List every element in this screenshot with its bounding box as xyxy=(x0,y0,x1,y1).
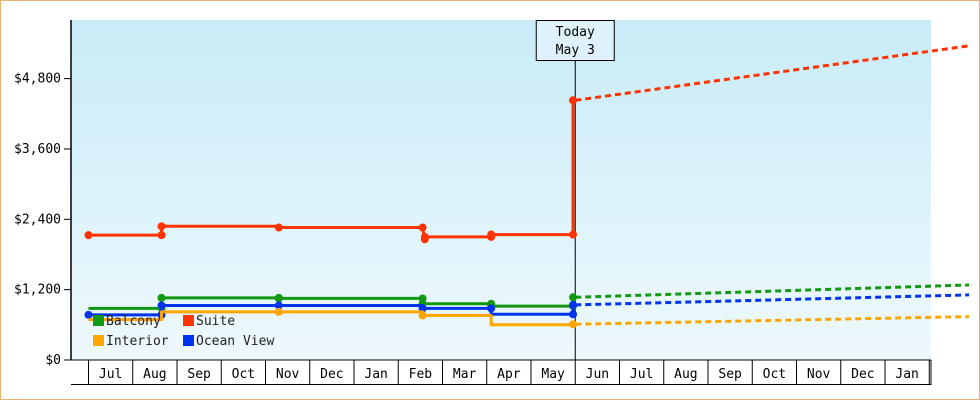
series-point-2 xyxy=(157,301,166,310)
x-tick-label: Oct xyxy=(232,367,255,382)
series-point-2 xyxy=(274,301,283,310)
x-tick-label: Feb xyxy=(409,367,433,382)
series-point-3 xyxy=(418,311,427,320)
x-tick-label: Dec xyxy=(320,367,343,382)
series-point-0 xyxy=(418,223,427,232)
plot-area xyxy=(71,20,931,360)
today-date: May 3 xyxy=(556,43,595,58)
series-lines xyxy=(84,44,970,329)
y-tick-label: $2,400 xyxy=(14,212,61,227)
series-point-0 xyxy=(420,232,429,241)
legend-swatch xyxy=(183,315,194,326)
series-point-1 xyxy=(274,294,283,303)
series-point-3 xyxy=(274,307,283,316)
legend-swatch xyxy=(93,315,104,326)
axes: $0 $1,200 $2,400 $3,600 $4,800 Jul Aug Sep Oct No… xyxy=(14,20,932,385)
series-point-2 xyxy=(487,304,496,313)
legend-label: Suite xyxy=(196,314,235,329)
y-tick-label: $0 xyxy=(45,353,61,368)
legend: Balcony Suite Interior Ocean View xyxy=(93,314,274,349)
x-tick-label: Jan xyxy=(895,367,918,382)
series-forecast-2 xyxy=(575,293,970,307)
y-tick-label: $4,800 xyxy=(14,72,61,87)
series-point-0 xyxy=(84,231,93,240)
x-tick-label: Jan xyxy=(364,367,387,382)
legend-label: Ocean View xyxy=(196,334,274,349)
series-point-0 xyxy=(487,230,496,239)
x-tick-label: Sep xyxy=(187,367,211,382)
x-tick-label: Nov xyxy=(807,367,831,382)
series-point-0 xyxy=(569,230,578,239)
x-tick-label: Jul xyxy=(99,367,122,382)
today-box xyxy=(535,20,615,61)
series-point-0 xyxy=(569,96,578,105)
x-tick-label: Aug xyxy=(143,367,166,382)
x-tick-label: Aug xyxy=(674,367,697,382)
series-forecast-1 xyxy=(575,283,970,299)
today-marker: Today May 3 xyxy=(535,20,615,360)
series-forecast-3 xyxy=(575,315,970,326)
x-tick-label: Apr xyxy=(497,367,521,382)
today-label: Today xyxy=(556,25,595,40)
series-point-1 xyxy=(569,293,578,302)
x-tick-label: Nov xyxy=(276,367,300,382)
x-tick-label: Oct xyxy=(763,367,786,382)
y-tick-label: $1,200 xyxy=(14,283,61,298)
series-point-1 xyxy=(157,293,166,302)
series-point-2 xyxy=(569,300,578,309)
x-tick-label: Jun xyxy=(586,367,609,382)
series-point-2 xyxy=(569,310,578,319)
legend-swatch xyxy=(93,335,104,346)
legend-label: Balcony xyxy=(106,314,161,329)
series-point-3 xyxy=(569,320,578,329)
series-forecast-0 xyxy=(575,44,970,102)
series-point-0 xyxy=(157,222,166,231)
legend-swatch xyxy=(183,335,194,346)
legend-label: Interior xyxy=(106,334,169,349)
x-tick-label: Jul xyxy=(630,367,653,382)
x-tick-label: Mar xyxy=(453,367,477,382)
y-tick-label: $3,600 xyxy=(14,142,61,157)
series-point-0 xyxy=(157,231,166,240)
x-tick-label: May xyxy=(541,367,565,382)
x-tick-label: Sep xyxy=(718,367,742,382)
series-point-2 xyxy=(84,310,93,319)
x-tick-label: Dec xyxy=(851,367,874,382)
series-point-0 xyxy=(274,223,283,232)
